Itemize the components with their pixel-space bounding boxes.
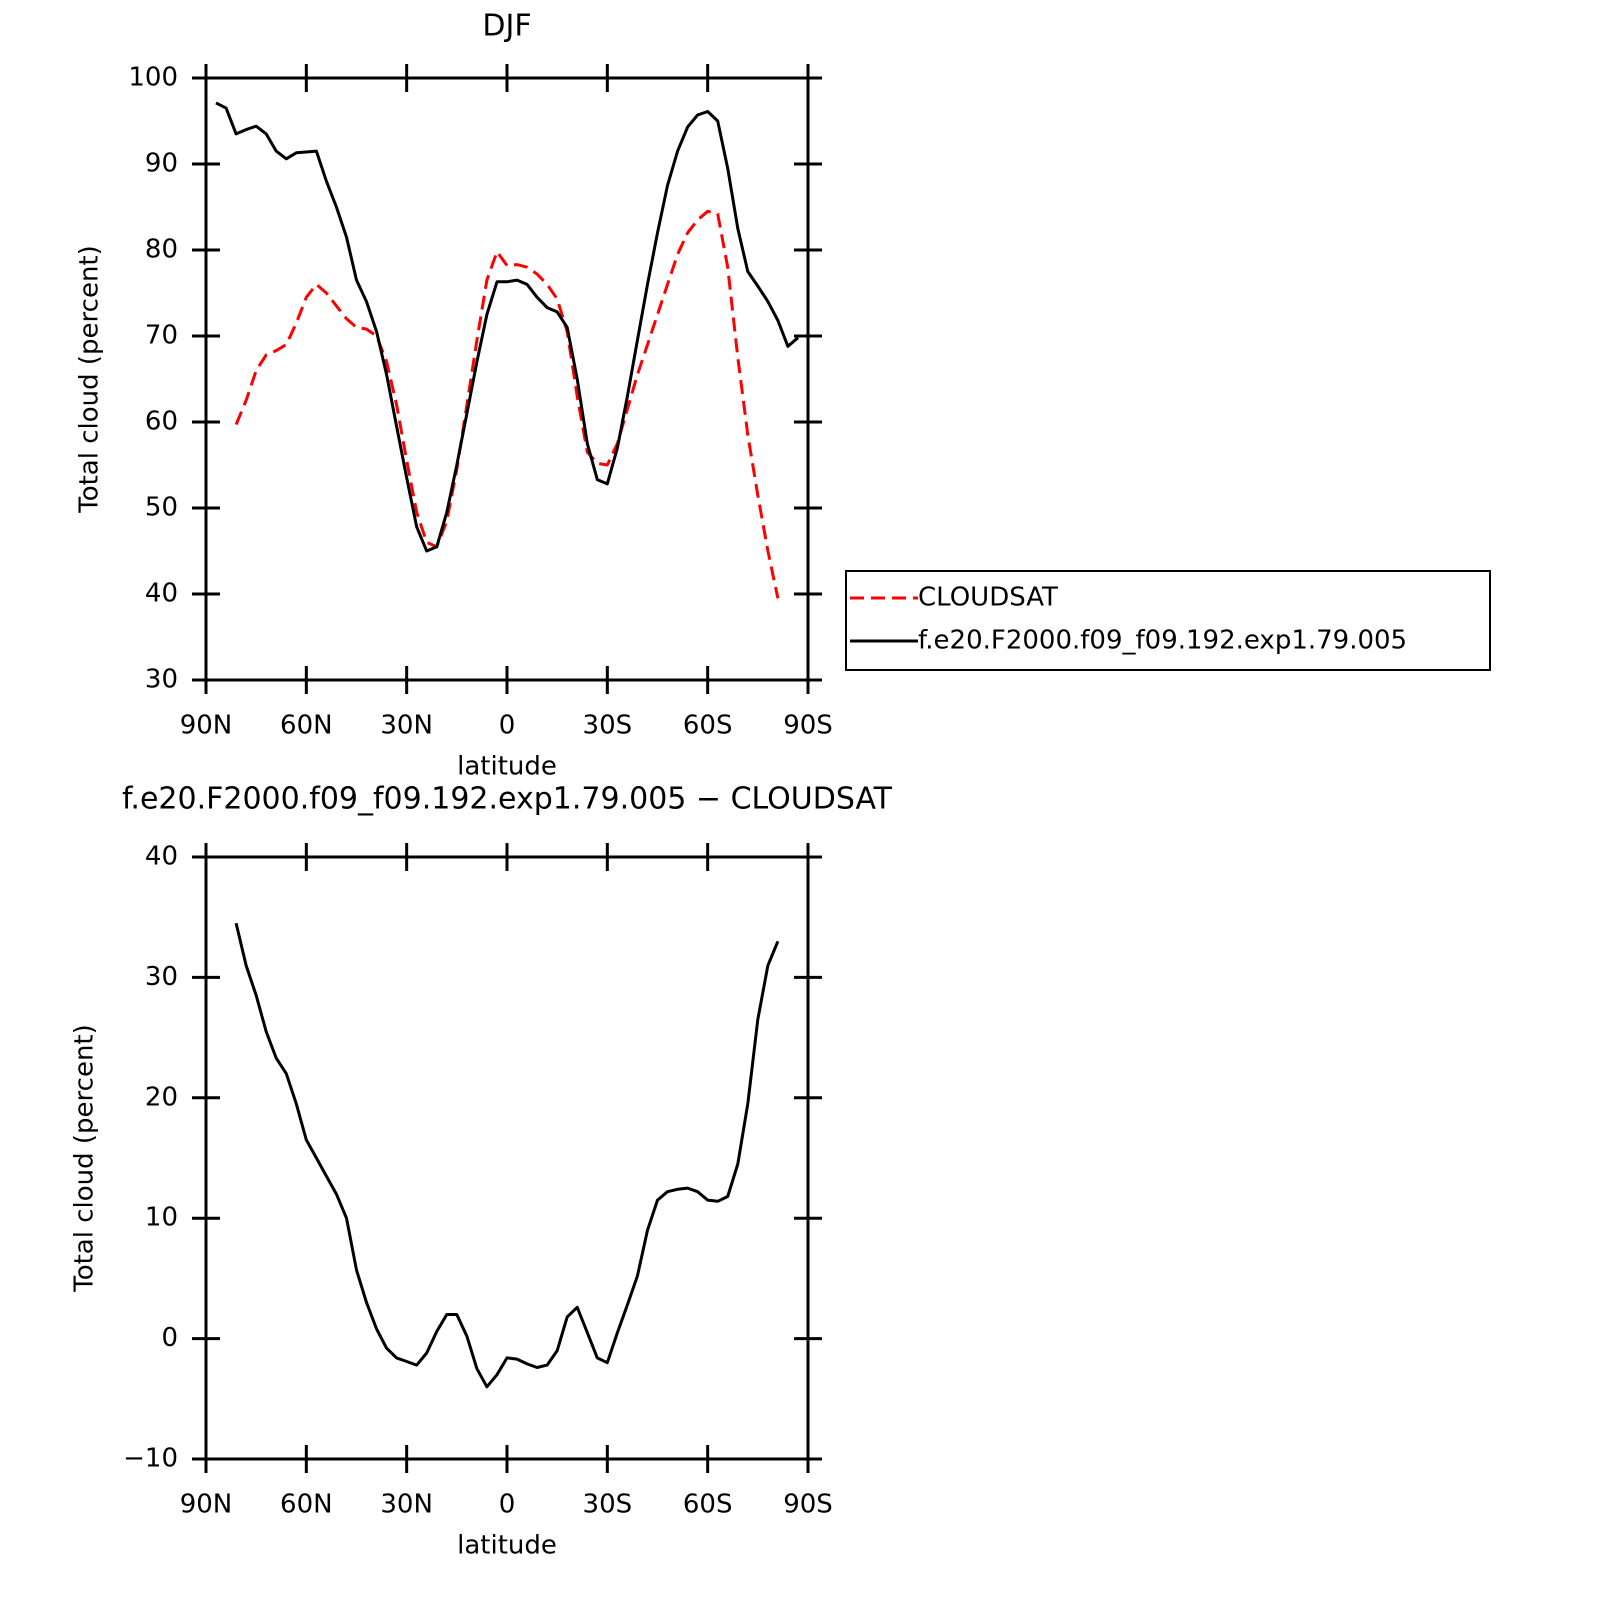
y-axis-label: Total cloud (percent) bbox=[70, 1024, 100, 1293]
y-tick-label: 40 bbox=[145, 842, 178, 872]
x-tick-label: 60S bbox=[683, 1490, 733, 1520]
x-tick-label: 0 bbox=[499, 1490, 516, 1520]
x-tick-label: 0 bbox=[499, 711, 516, 741]
legend-label: f.e20.F2000.f09_f09.192.exp1.79.005 bbox=[918, 626, 1407, 656]
y-tick-label: 40 bbox=[145, 579, 178, 609]
y-tick-label: 0 bbox=[161, 1323, 178, 1353]
y-tick-label: 20 bbox=[145, 1082, 178, 1112]
x-tick-label: 90S bbox=[783, 1490, 833, 1520]
series-line bbox=[234, 209, 780, 599]
y-tick-label: 30 bbox=[145, 665, 178, 695]
y-axis-label: Total cloud (percent) bbox=[75, 245, 105, 514]
plot-frame bbox=[204, 76, 810, 682]
y-tick-label: 70 bbox=[145, 321, 178, 351]
x-tick-label: 30S bbox=[583, 711, 633, 741]
x-tick-label: 60S bbox=[683, 711, 733, 741]
series-line bbox=[234, 922, 780, 1389]
x-tick-label: 60N bbox=[280, 711, 333, 741]
x-tick-label: 30N bbox=[380, 1490, 433, 1520]
y-tick-label: 60 bbox=[145, 407, 178, 437]
series-line bbox=[215, 101, 799, 553]
legend-label: CLOUDSAT bbox=[918, 583, 1058, 613]
y-tick-label: 100 bbox=[128, 63, 178, 93]
x-tick-label: 60N bbox=[280, 1490, 333, 1520]
y-tick-label: −10 bbox=[123, 1444, 178, 1474]
plot-frame bbox=[204, 855, 810, 1461]
x-tick-label: 90N bbox=[180, 1490, 233, 1520]
x-axis-label: latitude bbox=[457, 752, 557, 782]
legend-box bbox=[845, 570, 1491, 671]
chart-title: DJF bbox=[482, 9, 531, 44]
x-axis-label: latitude bbox=[457, 1531, 557, 1561]
x-tick-label: 30N bbox=[380, 711, 433, 741]
y-tick-label: 30 bbox=[145, 962, 178, 992]
x-tick-label: 90N bbox=[180, 711, 233, 741]
x-tick-label: 30S bbox=[583, 1490, 633, 1520]
y-tick-label: 80 bbox=[145, 235, 178, 265]
y-tick-label: 90 bbox=[145, 149, 178, 179]
y-tick-label: 50 bbox=[145, 493, 178, 523]
y-tick-label: 10 bbox=[145, 1203, 178, 1233]
chart-title: f.e20.F2000.f09_f09.192.exp1.79.005 − CL… bbox=[122, 782, 893, 817]
x-tick-label: 90S bbox=[783, 711, 833, 741]
